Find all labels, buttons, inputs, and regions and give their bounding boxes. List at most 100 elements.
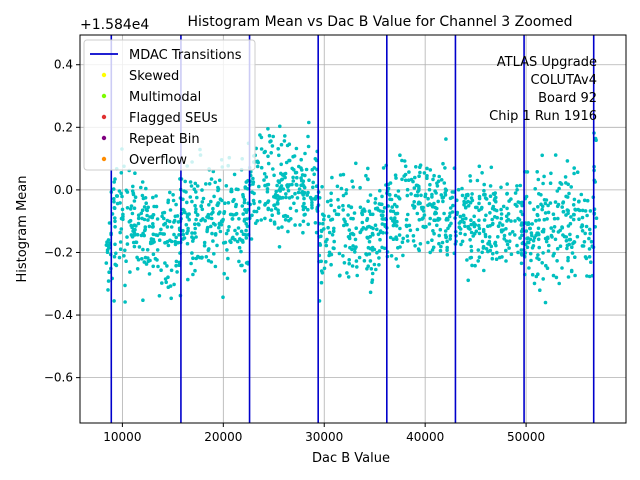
data-point: [267, 133, 272, 138]
data-point: [272, 173, 276, 178]
data-point: [535, 212, 540, 217]
data-point: [122, 254, 126, 258]
data-point: [413, 175, 417, 180]
data-point: [587, 274, 592, 279]
data-point: [461, 213, 466, 218]
data-point: [499, 216, 504, 221]
data-point: [541, 181, 545, 186]
data-point: [270, 144, 275, 148]
data-point: [154, 194, 158, 198]
data-point: [239, 229, 244, 234]
data-point: [542, 217, 547, 222]
data-point: [488, 248, 493, 253]
data-point: [477, 255, 482, 259]
data-point: [504, 214, 509, 218]
data-point: [174, 235, 178, 240]
data-point: [470, 263, 474, 268]
data-point: [327, 253, 331, 258]
data-point: [487, 201, 492, 206]
data-point: [400, 158, 404, 163]
data-point: [280, 177, 285, 182]
data-point: [295, 175, 299, 180]
data-point: [133, 195, 138, 199]
data-point: [172, 232, 176, 237]
data-point: [297, 187, 302, 191]
data-point: [388, 181, 393, 185]
data-point: [502, 237, 507, 241]
data-point: [397, 233, 402, 237]
data-point: [164, 280, 168, 285]
data-point: [350, 264, 355, 268]
data-point: [211, 206, 215, 211]
data-point: [232, 172, 237, 177]
data-point: [557, 186, 561, 191]
data-point: [115, 201, 120, 206]
data-point: [166, 200, 170, 205]
data-point: [465, 258, 469, 262]
data-point: [347, 236, 352, 241]
data-point: [445, 239, 449, 244]
data-point: [169, 239, 174, 244]
data-point: [494, 243, 498, 248]
data-point: [395, 211, 400, 216]
data-point: [194, 235, 198, 239]
data-point: [482, 268, 486, 273]
data-point: [213, 233, 218, 237]
data-point: [302, 185, 307, 190]
data-point: [477, 196, 482, 201]
data-point: [507, 199, 511, 203]
data-point: [380, 194, 384, 199]
data-point: [279, 196, 283, 200]
data-point: [508, 232, 512, 236]
data-point: [565, 159, 570, 163]
data-point: [284, 195, 288, 200]
data-point: [459, 242, 463, 247]
data-point: [288, 206, 293, 211]
data-point: [168, 208, 173, 212]
data-point: [106, 288, 110, 292]
data-point: [436, 199, 441, 204]
data-point: [290, 182, 294, 187]
data-point: [529, 231, 534, 235]
data-point: [255, 164, 260, 169]
data-point: [276, 202, 280, 206]
data-point: [195, 195, 199, 200]
data-point: [428, 182, 432, 187]
data-point: [448, 234, 453, 238]
data-point: [157, 294, 162, 298]
data-point: [477, 201, 481, 206]
data-point: [541, 277, 545, 281]
data-point: [546, 210, 551, 215]
data-point: [504, 239, 509, 243]
data-point: [532, 207, 536, 212]
data-point: [594, 216, 599, 220]
data-point: [279, 162, 284, 167]
data-point: [215, 243, 219, 248]
data-point: [554, 275, 559, 280]
data-point: [381, 217, 386, 221]
data-point: [217, 225, 221, 230]
data-point: [154, 204, 159, 209]
data-point: [209, 199, 213, 204]
data-point: [232, 197, 236, 202]
data-point: [225, 248, 229, 252]
data-point: [201, 196, 206, 201]
data-point: [585, 274, 589, 278]
data-point: [545, 266, 550, 271]
data-point: [258, 133, 262, 137]
data-point: [368, 234, 373, 239]
data-point: [189, 184, 194, 188]
data-point: [281, 187, 286, 191]
data-point: [173, 242, 178, 247]
data-point: [250, 213, 254, 218]
data-point: [567, 237, 572, 242]
data-point: [286, 229, 290, 234]
data-point: [301, 182, 305, 187]
data-point: [257, 184, 261, 189]
data-point: [492, 198, 497, 202]
data-point: [342, 261, 347, 265]
data-point: [205, 227, 210, 232]
data-point: [422, 213, 427, 217]
data-point: [411, 234, 416, 238]
data-point: [401, 253, 405, 258]
